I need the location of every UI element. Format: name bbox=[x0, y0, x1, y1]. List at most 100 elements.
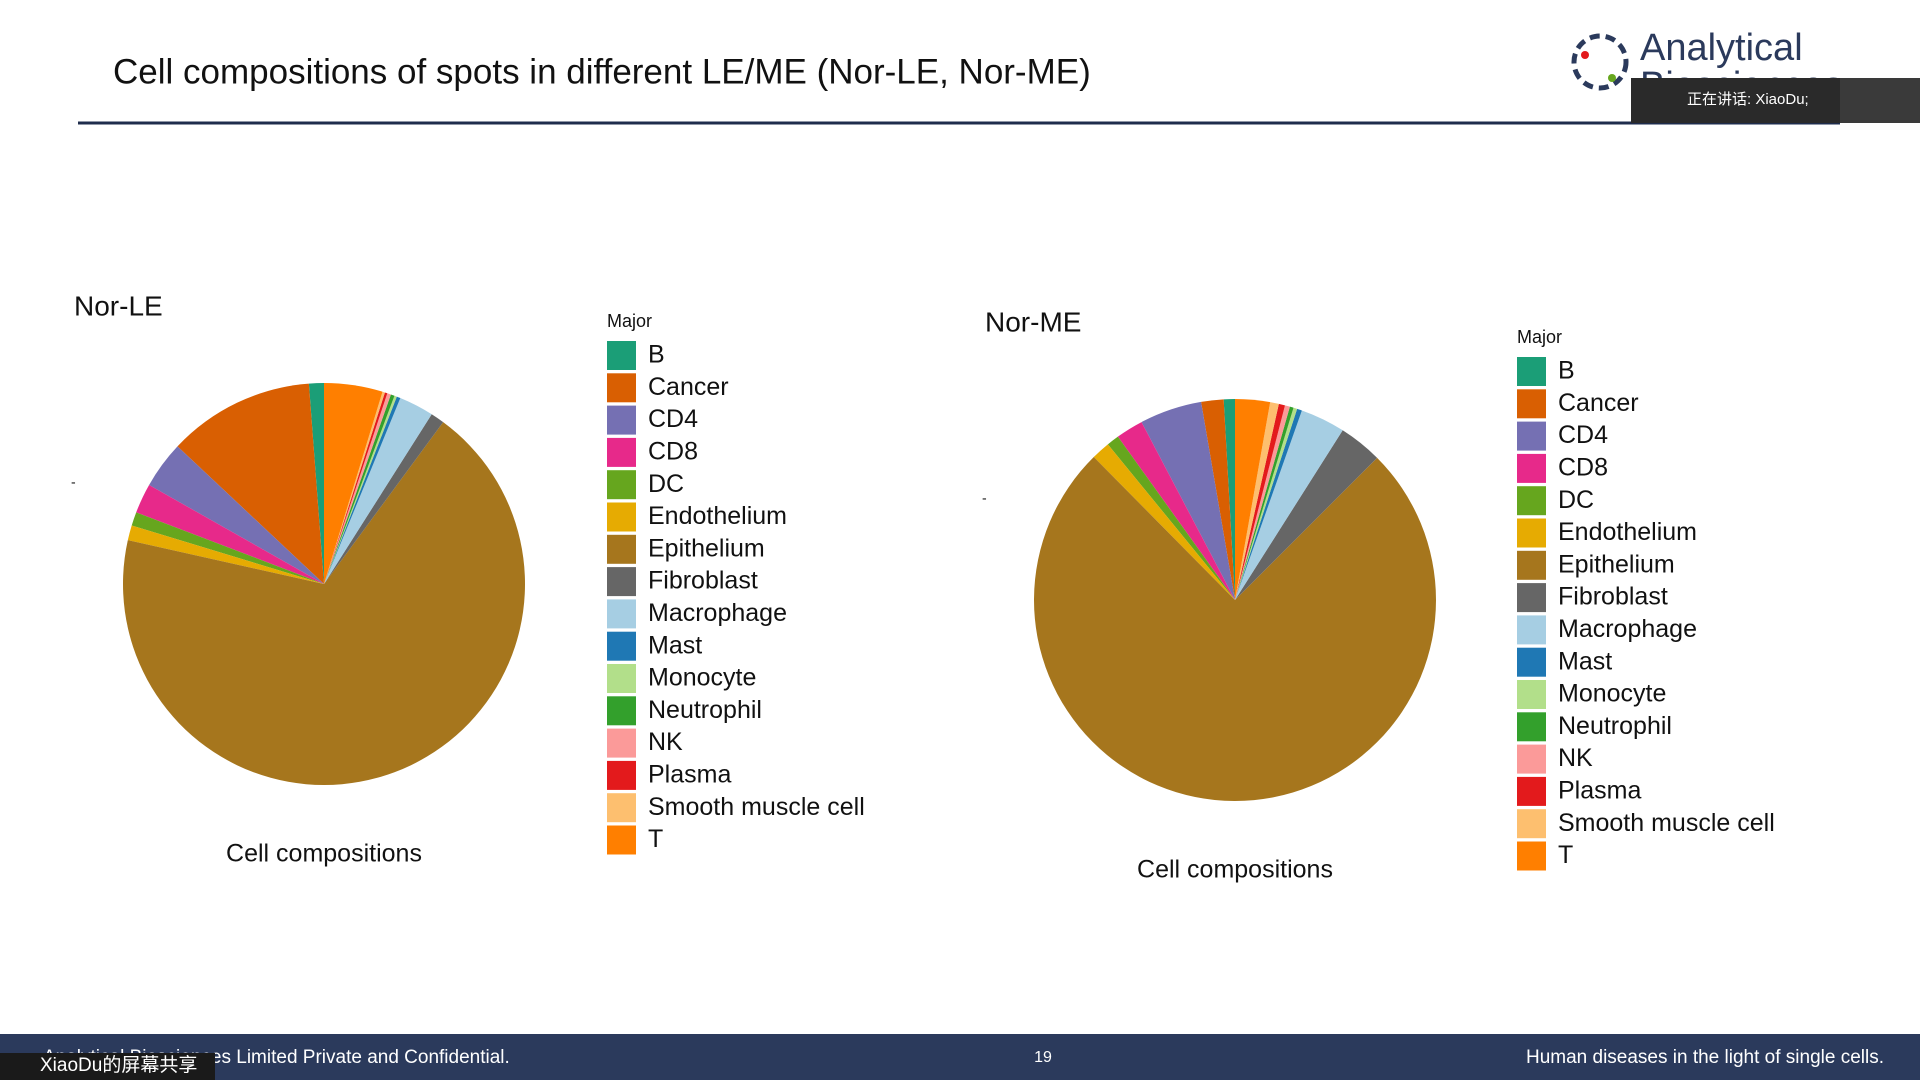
pie-slice bbox=[177, 383, 324, 584]
legend-swatch bbox=[607, 793, 636, 823]
slide-title: Cell compositions of spots in different … bbox=[113, 52, 1091, 91]
footer-right: Human diseases in the light of single ce… bbox=[1526, 1047, 1884, 1068]
legend-swatch bbox=[607, 696, 636, 726]
legend-label: Fibroblast bbox=[1558, 583, 1668, 611]
legend-label: B bbox=[648, 341, 665, 369]
legend-label: Cancer bbox=[1558, 389, 1639, 417]
logo-icon bbox=[1571, 33, 1629, 91]
pie-slice bbox=[324, 395, 397, 584]
legend-swatch bbox=[607, 728, 636, 758]
pie-slice bbox=[324, 391, 385, 584]
legend-swatch bbox=[1517, 615, 1546, 645]
pie-slice bbox=[1235, 410, 1343, 600]
pie-slice bbox=[324, 394, 395, 584]
pie-slice bbox=[1033, 456, 1436, 801]
pie-slice bbox=[1235, 399, 1271, 600]
legend-label: Monocyte bbox=[648, 664, 756, 692]
legend-swatch bbox=[607, 341, 636, 370]
legend-label: Cancer bbox=[648, 373, 729, 401]
legend-label: CD4 bbox=[648, 405, 698, 433]
pie-slice bbox=[324, 383, 383, 584]
legend-label: CD4 bbox=[1558, 421, 1608, 449]
pie-slice bbox=[1235, 407, 1298, 600]
legend-label: DC bbox=[1558, 486, 1594, 514]
legend-label: CD8 bbox=[648, 438, 698, 466]
legend-label: CD8 bbox=[1558, 454, 1608, 482]
legend-label: Mast bbox=[1558, 647, 1612, 675]
pie-slice bbox=[1235, 430, 1378, 600]
legend-swatch bbox=[607, 760, 636, 790]
pie-slice bbox=[324, 396, 401, 584]
legend-swatch bbox=[607, 373, 636, 403]
legend-swatch bbox=[607, 470, 636, 500]
legend-swatch bbox=[1517, 453, 1546, 483]
pie-slice bbox=[149, 446, 324, 584]
pie-slice bbox=[127, 525, 324, 584]
legend-swatch bbox=[1517, 357, 1546, 386]
pie-slice bbox=[136, 484, 324, 584]
legend-label: Plasma bbox=[648, 761, 731, 789]
pie-slice bbox=[1223, 399, 1235, 600]
pie-slice bbox=[1141, 401, 1235, 600]
pie-slice bbox=[1235, 403, 1285, 600]
legend-swatch bbox=[607, 502, 636, 532]
pie-slice bbox=[1235, 405, 1290, 600]
pie-slice bbox=[1093, 444, 1235, 600]
legend-swatch bbox=[1517, 486, 1546, 516]
pie-slice bbox=[1107, 436, 1235, 600]
pie-slice bbox=[324, 392, 388, 584]
legend-swatch bbox=[1517, 647, 1546, 677]
legend-swatch bbox=[607, 631, 636, 661]
speaking-text: 正在讲话: XiaoDu; bbox=[1687, 91, 1809, 108]
legend-swatch bbox=[1517, 583, 1546, 613]
legend-title: Major bbox=[607, 311, 652, 331]
legend-swatch bbox=[607, 825, 636, 855]
legend-swatch bbox=[607, 534, 636, 564]
legend-label: T bbox=[648, 825, 663, 853]
legend-label: Epithelium bbox=[1558, 550, 1675, 578]
legend-swatch bbox=[1517, 518, 1546, 548]
legend-label: Plasma bbox=[1558, 777, 1641, 805]
chart-title: Nor-LE bbox=[74, 290, 163, 321]
pie-slice bbox=[324, 398, 432, 584]
legend-swatch bbox=[1517, 421, 1546, 451]
legend-label: B bbox=[1558, 357, 1575, 385]
legend-label: Macrophage bbox=[1558, 615, 1697, 643]
legend-swatch bbox=[1517, 744, 1546, 774]
legend-swatch bbox=[607, 567, 636, 597]
charts: Nor-LE - Cell compositions Major B Cancer CD4 C… bbox=[71, 290, 1775, 883]
pie-slice bbox=[308, 383, 324, 584]
legend-label: Endothelium bbox=[1558, 518, 1697, 546]
pie-slice bbox=[123, 422, 526, 785]
chart-title: Nor-ME bbox=[985, 306, 1081, 337]
legend-swatch bbox=[607, 437, 636, 467]
logo-dot bbox=[1581, 51, 1589, 59]
legend-swatch bbox=[1517, 776, 1546, 806]
overlay-controls[interactable] bbox=[1840, 78, 1920, 123]
legend-label: NK bbox=[1558, 744, 1593, 772]
legend-label: Neutrophil bbox=[648, 696, 762, 724]
legend-label: Smooth muscle cell bbox=[648, 793, 865, 821]
legend-swatch bbox=[1517, 841, 1546, 871]
x-axis-label: Cell compositions bbox=[1137, 856, 1333, 884]
pie-slice bbox=[131, 512, 324, 584]
legend-label: NK bbox=[648, 728, 683, 756]
logo-dot bbox=[1608, 74, 1616, 82]
legend-label: Epithelium bbox=[648, 534, 765, 562]
legend-label: Fibroblast bbox=[648, 567, 758, 595]
legend-label: Neutrophil bbox=[1558, 712, 1672, 740]
footer-bar bbox=[0, 1034, 1920, 1080]
pie-slice bbox=[324, 414, 444, 584]
legend-title: Major bbox=[1517, 327, 1562, 347]
legend-swatch bbox=[1517, 809, 1546, 839]
legend-label: Smooth muscle cell bbox=[1558, 809, 1775, 837]
legend-label: Macrophage bbox=[648, 599, 787, 627]
legend-label: Endothelium bbox=[648, 502, 787, 530]
y-axis-label: - bbox=[982, 490, 987, 506]
legend-label: DC bbox=[648, 470, 684, 498]
page-number: 19 bbox=[1034, 1049, 1052, 1066]
legend-swatch bbox=[1517, 680, 1546, 709]
y-axis-label: - bbox=[71, 474, 76, 490]
share-badge[interactable] bbox=[0, 1053, 215, 1080]
